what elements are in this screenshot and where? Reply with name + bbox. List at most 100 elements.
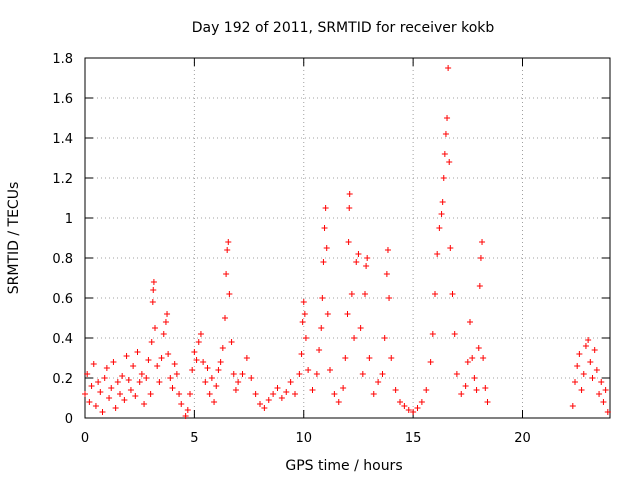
data-point <box>479 239 486 245</box>
data-point <box>462 383 469 389</box>
data-point <box>283 389 290 395</box>
data-point <box>346 191 353 197</box>
data-point <box>224 247 231 253</box>
data-point <box>178 401 185 407</box>
data-point <box>345 239 352 245</box>
y-tick-label: 1.2 <box>52 172 73 187</box>
data-point <box>195 339 202 345</box>
data-point <box>602 387 609 393</box>
data-point <box>82 391 88 397</box>
data-point <box>340 385 347 391</box>
y-tick-label: 0.2 <box>52 372 73 387</box>
data-point <box>184 407 191 413</box>
data-point <box>211 399 218 405</box>
data-point <box>471 375 478 381</box>
data-point <box>593 367 600 373</box>
data-point <box>189 367 196 373</box>
data-point <box>451 331 458 337</box>
data-point <box>147 391 154 397</box>
data-point <box>438 211 445 217</box>
data-point <box>379 371 386 377</box>
data-point <box>429 331 436 337</box>
data-point <box>119 373 126 379</box>
data-point <box>401 403 408 409</box>
data-point <box>150 287 157 293</box>
data-point <box>164 311 171 317</box>
data-point <box>427 359 434 365</box>
data-point <box>239 371 246 377</box>
data-point <box>171 361 178 367</box>
y-tick-label: 0 <box>65 412 73 427</box>
x-axis-label: GPS time / hours <box>285 458 402 474</box>
data-point <box>298 351 305 357</box>
data-point <box>228 339 235 345</box>
data-point <box>467 319 473 325</box>
data-point <box>287 379 294 385</box>
data-point <box>353 259 360 265</box>
data-point <box>86 399 93 405</box>
data-point <box>149 299 156 305</box>
data-point <box>150 279 157 285</box>
data-point <box>363 263 370 269</box>
data-points <box>82 65 611 419</box>
data-point <box>591 347 598 353</box>
data-point <box>309 387 316 393</box>
data-point <box>458 391 465 397</box>
data-point <box>158 355 165 361</box>
data-point <box>208 375 215 381</box>
data-point <box>193 357 200 363</box>
data-point <box>296 371 303 377</box>
data-point <box>160 331 167 337</box>
data-point <box>414 405 421 411</box>
data-point <box>423 387 430 393</box>
data-point <box>187 391 193 397</box>
data-point <box>442 131 449 137</box>
y-tick-label: 1.4 <box>52 132 73 147</box>
data-point <box>418 399 425 405</box>
data-point <box>84 371 91 377</box>
data-point <box>432 291 438 297</box>
data-point <box>582 343 589 349</box>
data-point <box>447 245 454 251</box>
y-tick-label: 1.8 <box>52 52 73 67</box>
data-point <box>370 391 377 397</box>
data-point <box>223 271 230 277</box>
data-point <box>397 399 403 405</box>
data-point <box>117 391 123 397</box>
y-tick-label: 0.8 <box>52 252 73 267</box>
data-point <box>248 375 255 381</box>
data-point <box>319 295 326 301</box>
data-point <box>441 151 448 157</box>
data-point <box>346 205 353 211</box>
data-point <box>453 371 460 377</box>
data-point <box>235 379 242 385</box>
x-tick-label: 15 <box>405 431 422 446</box>
data-point <box>436 225 443 231</box>
data-point <box>225 239 232 245</box>
data-point <box>167 375 174 381</box>
data-point <box>222 315 228 321</box>
plot-frame <box>84 57 611 419</box>
data-point <box>355 251 362 257</box>
x-tick-label: 10 <box>295 431 312 446</box>
data-point <box>569 403 576 409</box>
data-point <box>90 361 97 367</box>
data-point <box>121 397 128 403</box>
x-tick-label: 20 <box>514 431 531 446</box>
data-point <box>143 375 150 381</box>
data-point <box>301 311 308 317</box>
data-point <box>480 355 487 361</box>
data-point <box>572 379 578 385</box>
data-point <box>405 407 412 413</box>
data-point <box>136 379 143 385</box>
data-point <box>278 395 285 401</box>
data-point <box>357 325 364 331</box>
data-point <box>434 251 441 257</box>
data-point <box>351 335 358 341</box>
data-point <box>364 255 371 261</box>
data-point <box>342 355 349 361</box>
x-tick-label: 0 <box>81 431 89 446</box>
data-point <box>578 387 585 393</box>
data-point <box>132 393 139 399</box>
